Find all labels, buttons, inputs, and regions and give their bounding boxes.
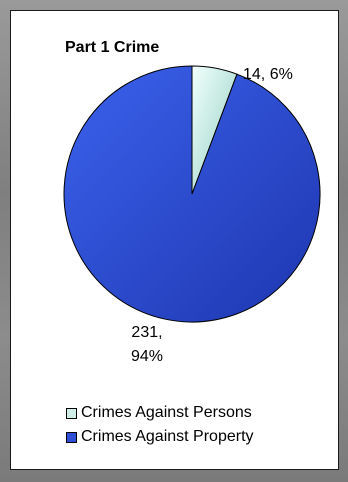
- legend-item-persons: Crimes Against Persons: [66, 401, 254, 425]
- data-label-property-value: 231,: [131, 324, 163, 341]
- legend-label-property: Crimes Against Property: [81, 428, 254, 445]
- legend-label-persons: Crimes Against Persons: [81, 404, 252, 421]
- legend-swatch-persons: [66, 407, 77, 419]
- legend-swatch-property: [66, 431, 77, 443]
- data-label-property: 231, 94%: [107, 321, 187, 369]
- chart-title: Part 1 Crime: [65, 39, 160, 56]
- data-label-persons: 14, 6%: [243, 66, 293, 83]
- legend: Crimes Against Persons Crimes Against Pr…: [66, 401, 254, 449]
- pie-slice-property: [63, 65, 321, 323]
- legend-item-property: Crimes Against Property: [66, 425, 254, 449]
- pie-chart: [63, 65, 321, 323]
- data-label-property-percent: 94%: [130, 348, 164, 365]
- chart-panel: Part 1 Crime 14, 6% 231, 94% Cr: [10, 10, 339, 470]
